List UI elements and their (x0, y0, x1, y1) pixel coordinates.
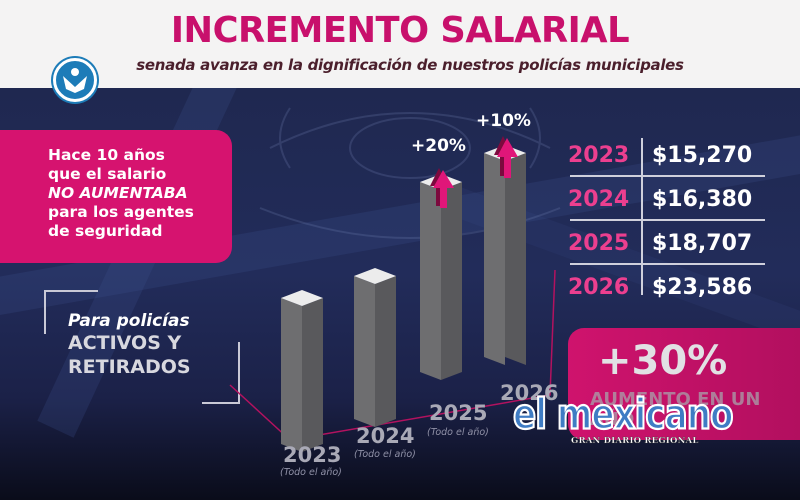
page-subtitle: senada avanza en la dignificación de nue… (136, 56, 684, 74)
table-year: 2025 (568, 230, 630, 256)
increase-label-2026: +10% (476, 111, 531, 131)
police-note-line: Para policías (68, 311, 190, 331)
callout-line: Hace 10 años (48, 146, 165, 164)
table-year: 2026 (568, 274, 630, 300)
watermark-tagline: GRAN DIARIO REGIONAL (571, 436, 699, 446)
newspaper-watermark: el mexicano GRAN DIARIO REGIONAL (512, 389, 749, 448)
municipal-emblem-icon (63, 68, 87, 93)
bracket-bottom-right (202, 342, 240, 404)
police-note: Para policías ACTIVOS Y RETIRADOS (44, 290, 240, 404)
callout-line: que el salario (48, 165, 167, 183)
municipal-logo (53, 58, 97, 102)
table-amount: $18,707 (652, 230, 753, 256)
summary-subtext: AUMENTO EN UN AÑO (590, 389, 761, 430)
table-row: 2023 $15,270 (568, 133, 773, 177)
x-axis-label-2024: 2024 (356, 424, 415, 448)
salary-table: 2023 $15,270 2024 $16,380 2025 $18,707 2… (568, 133, 773, 309)
police-note-line: ACTIVOS Y (68, 332, 182, 354)
callout-emphasis: NO AUMENTABA (48, 184, 188, 202)
table-row: 2026 $23,586 (568, 265, 773, 309)
table-amount: $23,586 (652, 274, 753, 300)
police-note-line: RETIRADOS (68, 356, 191, 378)
callout-line: para los agentes (48, 203, 194, 221)
callout-line: de seguridad (48, 222, 163, 240)
page-title: INCREMENTO SALARIAL (170, 10, 630, 51)
callout-box: Hace 10 años que el salario NO AUMENTABA… (0, 130, 232, 263)
summary-box: +30% AUMENTO EN UN AÑO (568, 328, 800, 440)
x-axis-note-2023: (Todo el año) (280, 467, 342, 478)
summary-percent: +30% (598, 338, 728, 384)
watermark-brand: el mexicano (512, 389, 735, 439)
bracket-top-left (44, 290, 98, 334)
table-year: 2024 (568, 186, 630, 212)
table-row: 2024 $16,380 (568, 177, 773, 221)
table-amount: $16,380 (652, 186, 753, 212)
table-year: 2023 (568, 142, 630, 168)
table-vertical-divider (641, 138, 643, 295)
table-amount: $15,270 (652, 142, 753, 168)
header: INCREMENTO SALARIAL senada avanza en la … (0, 0, 800, 88)
x-axis-note-2024: (Todo el año) (354, 449, 416, 460)
x-axis-label-2026: 2026 (500, 381, 559, 405)
x-axis-note-2025: (Todo el año) (427, 427, 489, 438)
increase-label-2025: +20% (411, 136, 466, 156)
table-row: 2025 $18,707 (568, 221, 773, 265)
x-axis-label-2023: 2023 (283, 443, 342, 467)
x-axis-label-2025: 2025 (429, 401, 488, 425)
